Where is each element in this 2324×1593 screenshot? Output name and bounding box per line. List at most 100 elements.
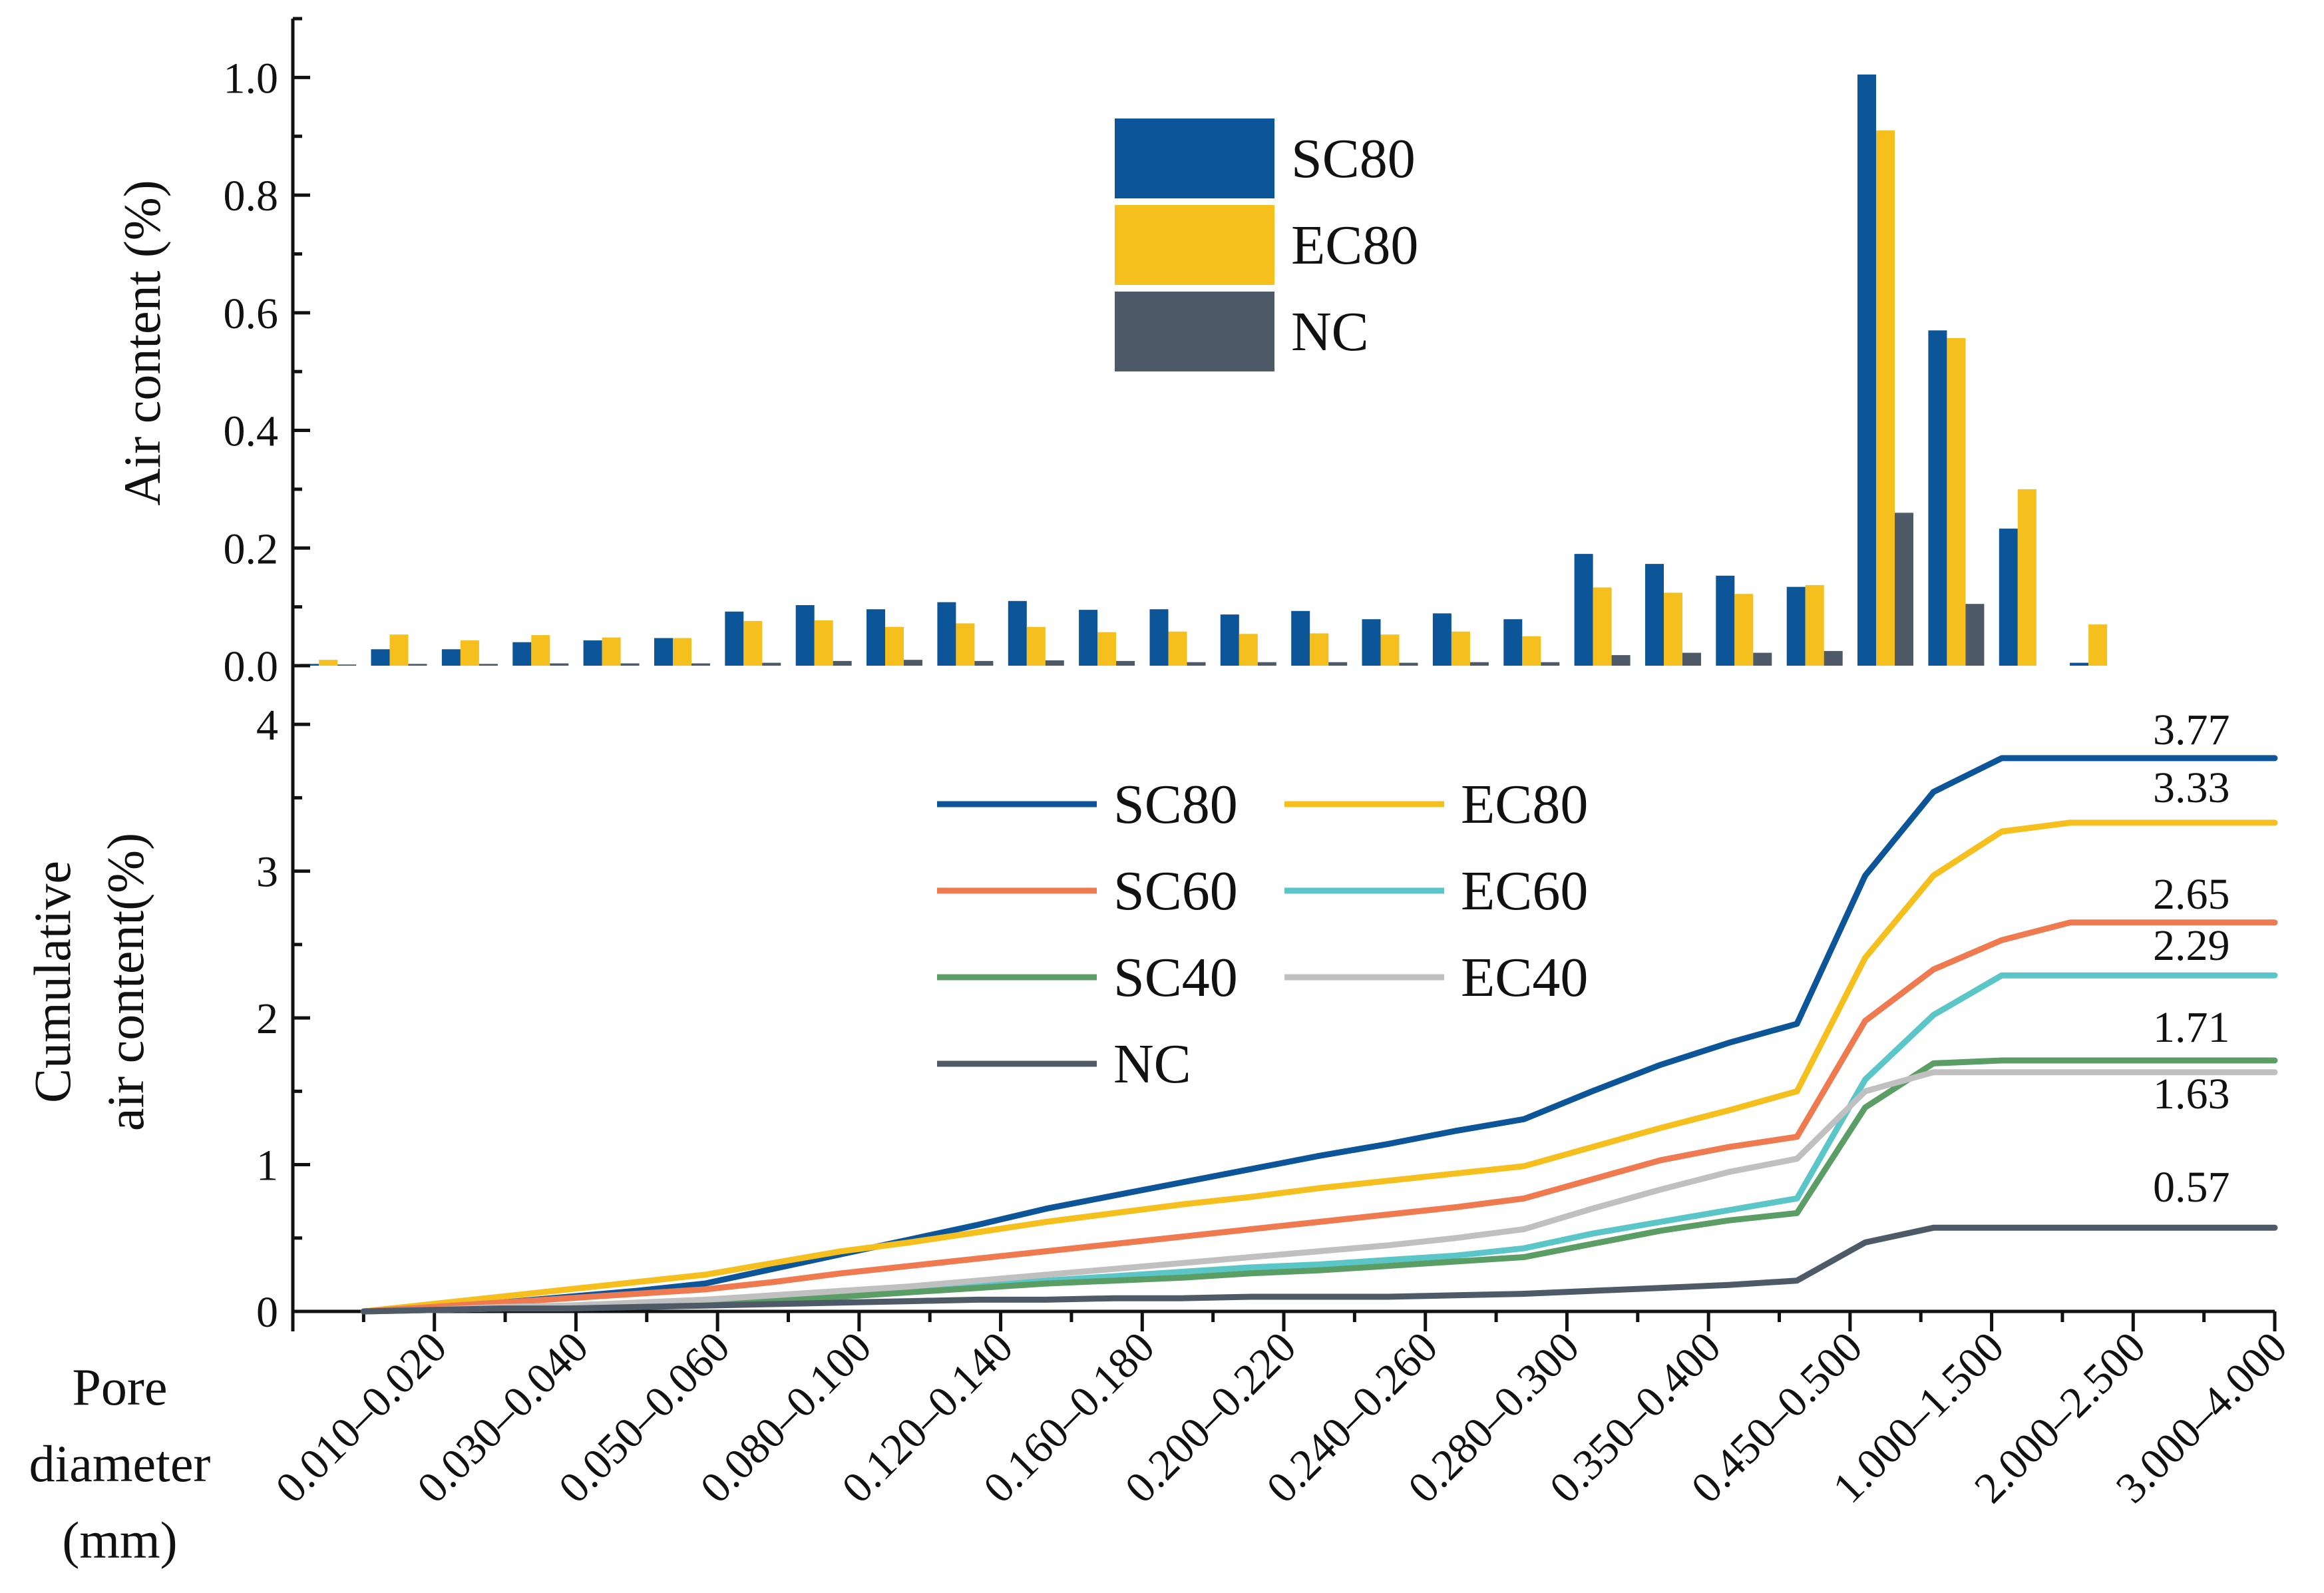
- line-end-labels: 3.77 3.33 2.652.29 1.71 1.63 0.57: [2153, 706, 2230, 1212]
- bar-nc-11: [1116, 660, 1135, 666]
- x-tick-labels: 0.010–0.0200.030–0.0400.050–0.0600.080–0…: [266, 1323, 2296, 1512]
- bar-y-tick-label-0: 0.0: [224, 642, 279, 691]
- end-label-sc40: 1.71: [2153, 1003, 2230, 1052]
- bar-ec80-16: [1451, 631, 1470, 666]
- bar-ec80-12: [1168, 631, 1187, 666]
- end-label-nc: 0.57: [2153, 1163, 2230, 1212]
- bar-chart-axes: 0.0 0.2 0.4 0.6 0.8 1.0: [224, 17, 310, 691]
- line-series-group: [360, 755, 2278, 1315]
- line-y-tick-label-1: 1: [256, 1142, 278, 1190]
- line-legend-label-ec60: EC60: [1461, 860, 1588, 922]
- bar-ec80-3: [531, 635, 550, 666]
- bar-series-group: [300, 74, 2108, 666]
- bar-nc-14: [1328, 662, 1348, 666]
- bar-sc80-17: [1503, 619, 1523, 666]
- line-legend-label-ec40: EC40: [1461, 947, 1588, 1009]
- bar-ec80-5: [673, 638, 691, 666]
- bar-nc-13: [1257, 662, 1276, 666]
- bar-legend-label-sc80: SC80: [1291, 128, 1416, 190]
- bar-sc80-8: [867, 609, 885, 666]
- bar-sc80-13: [1220, 614, 1239, 666]
- bar-nc-5: [691, 663, 710, 666]
- bar-nc-10: [1045, 660, 1064, 666]
- line-y-axis-title-line-2: air content(%): [97, 833, 154, 1131]
- bar-ec80-2: [460, 640, 479, 666]
- bar-ec80-13: [1239, 634, 1258, 666]
- bar-sc80-3: [512, 642, 532, 666]
- bar-legend-swatch-sc80: [1115, 118, 1274, 198]
- bar-ec80-17: [1522, 636, 1541, 666]
- x-axis-title-line-3: (mm): [62, 1511, 177, 1569]
- bar-nc-19: [1682, 652, 1701, 666]
- bar-y-tick-label-5: 1.0: [224, 54, 279, 103]
- line-y-tick-label-3: 3: [256, 848, 278, 897]
- bar-legend-swatch-ec80: [1115, 205, 1274, 285]
- bar-sc80-10: [1008, 600, 1027, 666]
- bar-ec80-1: [389, 634, 409, 666]
- bar-ec80-0: [319, 660, 338, 666]
- bar-nc-1: [408, 664, 427, 666]
- bar-ec80-6: [743, 620, 763, 666]
- bar-nc-21: [1824, 650, 1843, 666]
- bar-sc80-20: [1716, 575, 1735, 666]
- bar-ec80-23: [1947, 338, 1966, 666]
- end-label-ec80: 3.33: [2153, 764, 2230, 812]
- bar-sc80-2: [441, 649, 461, 666]
- bar-sc80-21: [1786, 586, 1806, 666]
- bar-sc80-18: [1574, 554, 1593, 666]
- bar-nc-18: [1611, 655, 1631, 666]
- bar-sc80-23: [1928, 330, 1947, 666]
- bar-nc-9: [974, 660, 994, 666]
- bar-legend: SC80 EC80 NC: [1115, 118, 1418, 371]
- bar-sc80-12: [1149, 609, 1169, 666]
- bar-legend-swatch-nc: [1115, 292, 1274, 371]
- x-axis-title: Pore diameter (mm): [29, 1358, 211, 1569]
- line-legend: SC80 EC80 SC60 EC60 SC40 EC40 NC: [937, 774, 1588, 1095]
- bar-nc-6: [762, 662, 781, 666]
- bar-nc-22: [1895, 513, 1913, 666]
- bar-nc-12: [1187, 662, 1206, 666]
- bar-y-tick-label-4: 0.8: [224, 172, 279, 220]
- bar-nc-3: [550, 663, 569, 666]
- end-label-ec40: 1.63: [2153, 1070, 2230, 1118]
- air-content-bar-chart: 0.0 0.2 0.4 0.6 0.8 1.0 Air content (%) SC80 E…: [113, 17, 2108, 691]
- line-y-axis-title: Cumulative air content(%): [23, 833, 154, 1131]
- bar-sc80-15: [1362, 619, 1381, 666]
- bar-nc-7: [833, 660, 852, 666]
- bar-sc80-19: [1645, 564, 1664, 666]
- bar-legend-label-nc: NC: [1291, 301, 1369, 363]
- end-label-sc80: 3.77: [2153, 706, 2230, 754]
- bar-sc80-7: [795, 605, 815, 666]
- bar-nc-0: [337, 664, 357, 666]
- bar-legend-label-ec80: EC80: [1291, 214, 1418, 276]
- x-axis-title-line-1: Pore: [73, 1358, 168, 1416]
- bar-sc80-14: [1291, 610, 1310, 666]
- bar-ec80-8: [885, 626, 904, 666]
- line-y-tick-label-4: 4: [256, 701, 278, 750]
- bar-sc80-16: [1432, 613, 1452, 666]
- line-legend-label-nc: NC: [1113, 1033, 1191, 1095]
- bar-nc-8: [904, 660, 922, 666]
- line-y-tick-label-0: 0: [256, 1288, 278, 1337]
- bar-ec80-4: [602, 637, 621, 666]
- end-label-ec60: 2.29: [2153, 921, 2230, 970]
- end-label-sc60: 2.65: [2153, 870, 2230, 919]
- bar-ec80-7: [814, 620, 833, 666]
- bar-y-tick-label-1: 0.2: [224, 525, 279, 573]
- bar-ec80-22: [1876, 130, 1895, 666]
- bar-sc80-24: [1999, 529, 2018, 666]
- bar-nc-15: [1399, 662, 1418, 666]
- bar-sc80-1: [371, 649, 390, 666]
- bar-ec80-18: [1593, 587, 1612, 666]
- bar-sc80-4: [583, 640, 602, 666]
- line-nc: [360, 1224, 2278, 1315]
- bar-y-tick-label-2: 0.4: [224, 407, 279, 456]
- bar-sc80-6: [725, 611, 744, 666]
- bar-sc80-11: [1079, 610, 1098, 666]
- bar-ec80-11: [1097, 632, 1117, 666]
- line-ec40: [360, 1069, 2278, 1315]
- x-axis-title-line-2: diameter: [29, 1435, 211, 1492]
- bar-ec80-25: [2088, 624, 2108, 666]
- line-y-axis-title-line-1: Cumulative: [23, 861, 81, 1103]
